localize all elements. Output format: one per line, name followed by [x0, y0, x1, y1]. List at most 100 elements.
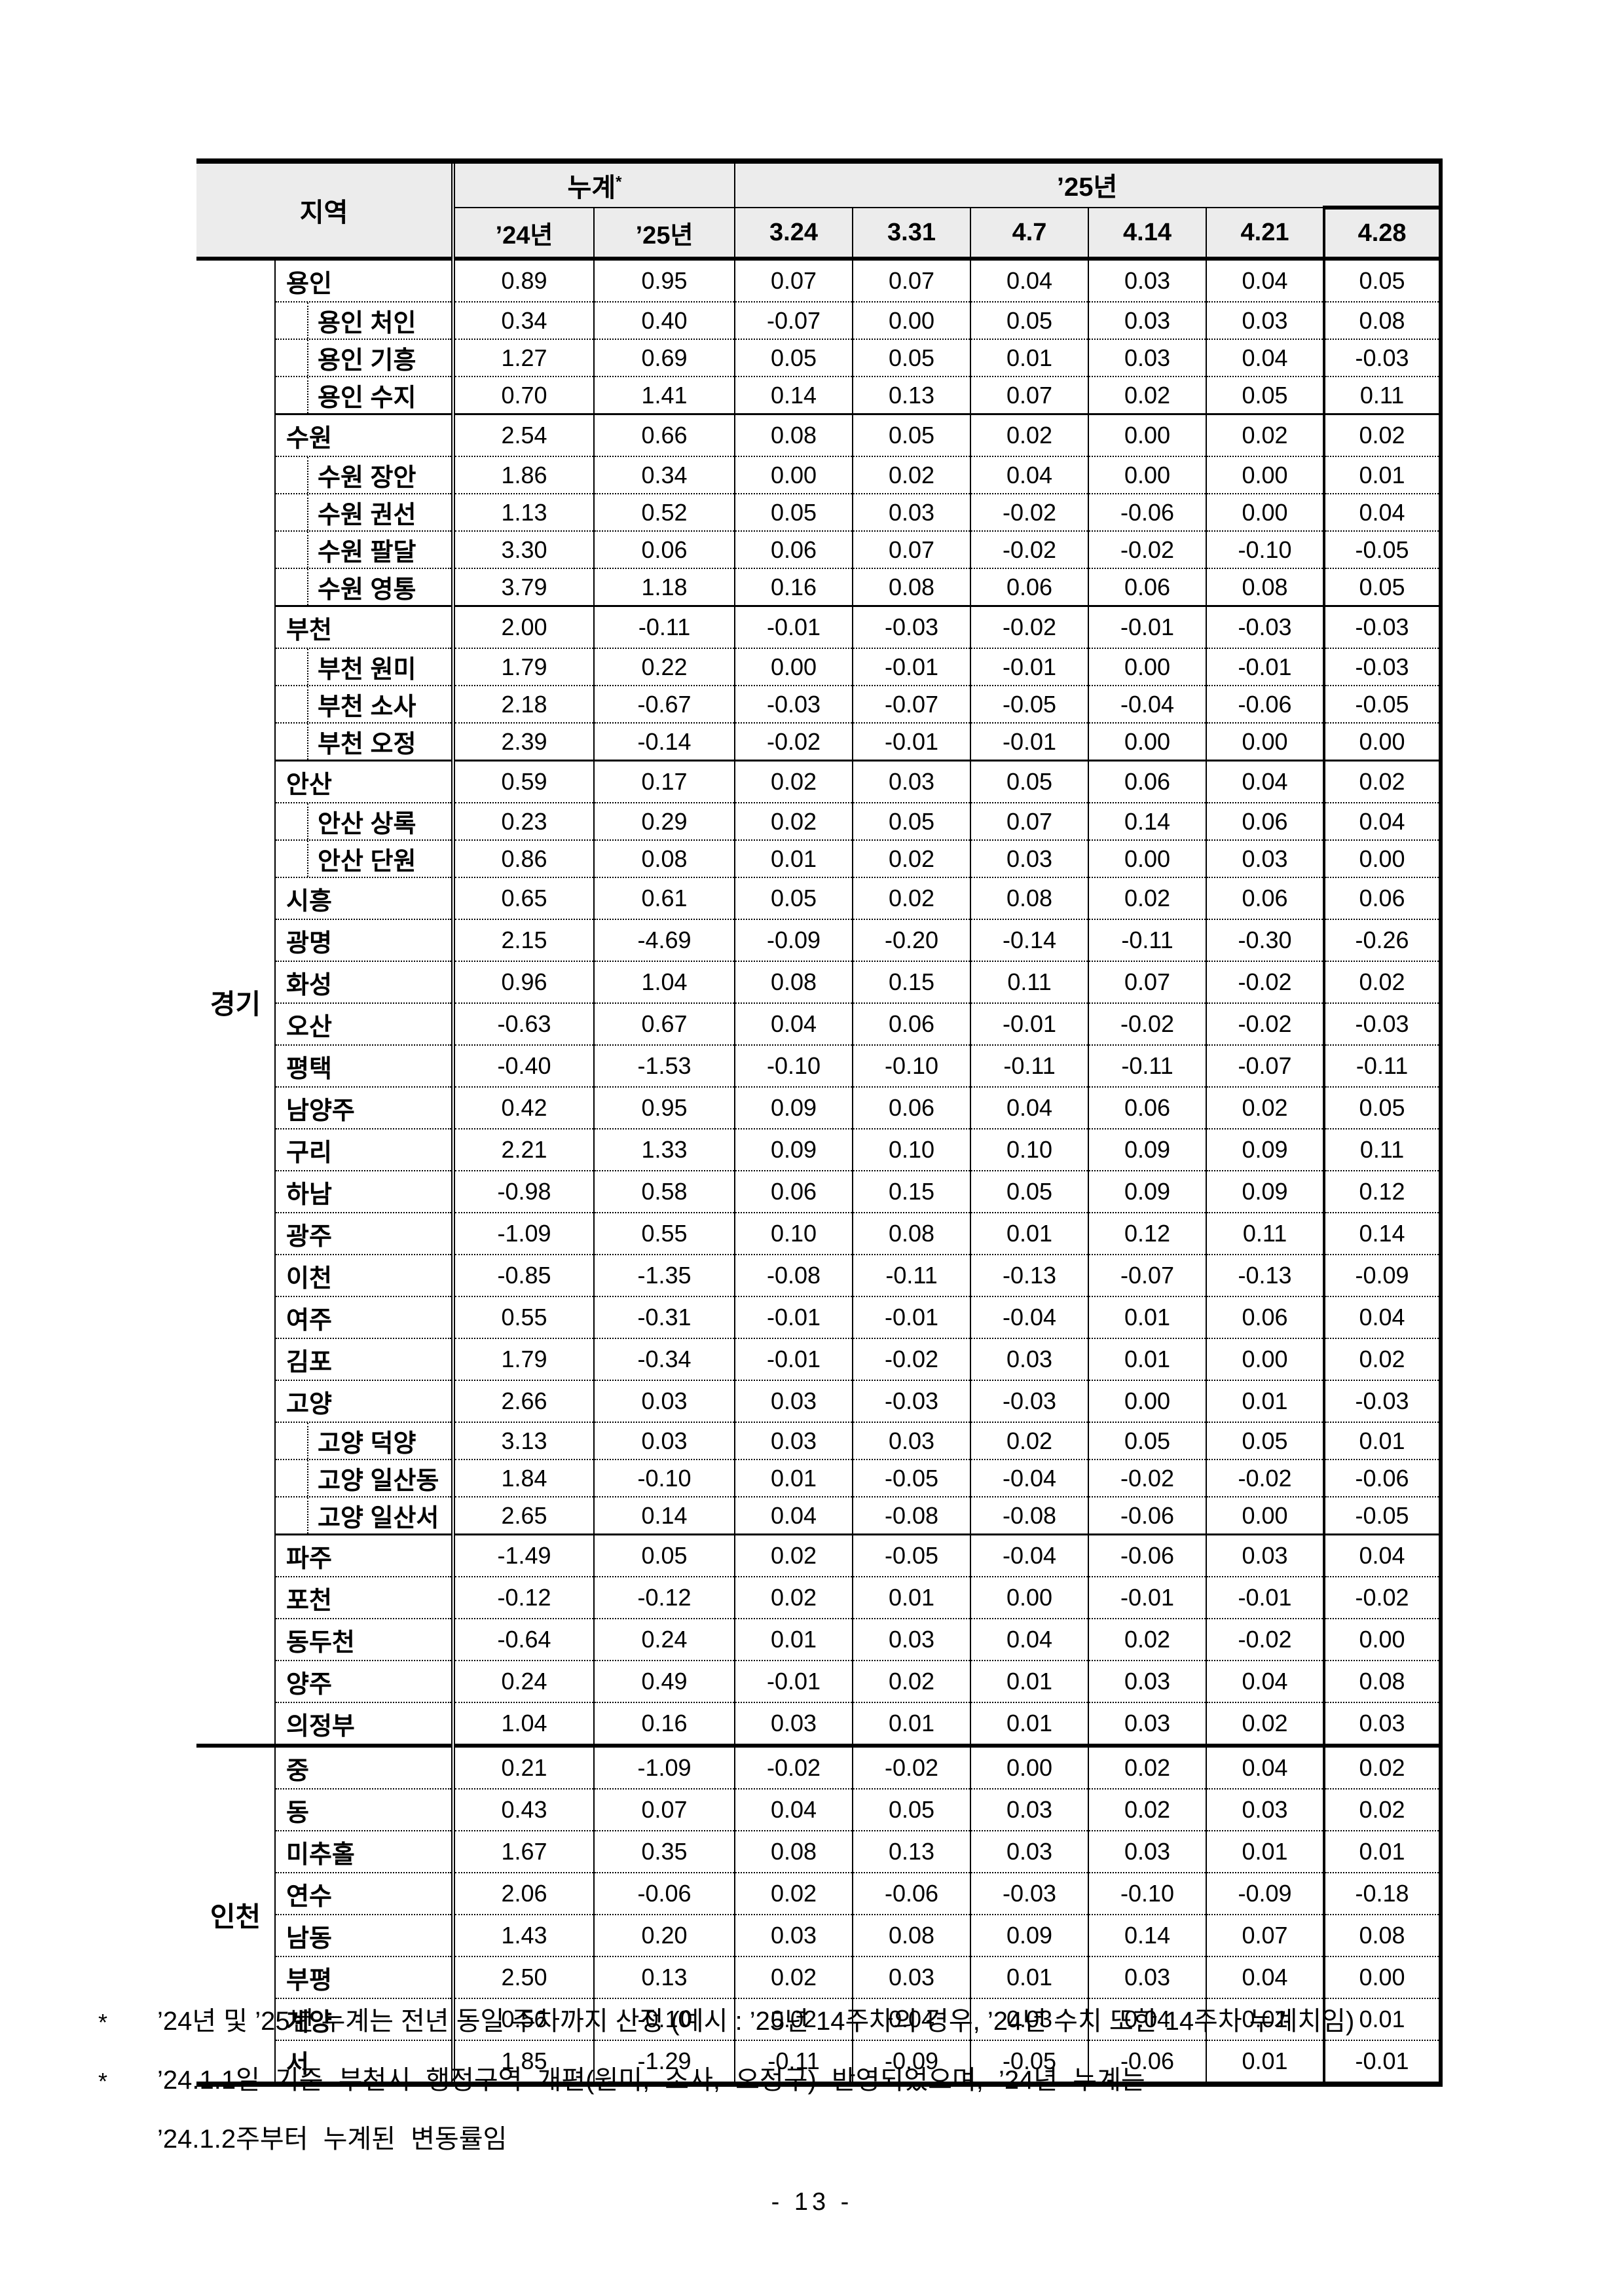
value-cell: 0.05: [1323, 1086, 1443, 1129]
footnote-2: * ’24.1.1일 기준 부천시 행정구역 개편(원미, 소사, 오정구) 반…: [98, 2064, 1545, 2097]
value-cell: 0.04: [1323, 1296, 1443, 1338]
region-name-label: 동두천: [286, 1628, 355, 1657]
value-cell: -1.09: [593, 1744, 736, 1789]
value-cell: -0.05: [970, 685, 1090, 723]
value-cell: 0.02: [852, 456, 972, 494]
value-cell: -0.01: [734, 1660, 854, 1702]
footnote-2-text: ’24.1.1일 기준 부천시 행정구역 개편(원미, 소사, 오정구) 반영되…: [157, 2066, 1145, 2095]
value-cell: 0.02: [734, 802, 854, 840]
value-cell: 0.02: [1088, 1744, 1208, 1789]
region-name-label: 미추홀: [286, 1841, 355, 1869]
header-col-0428: 4.28: [1323, 206, 1443, 261]
value-cell: 0.08: [1323, 1660, 1443, 1702]
table-row: 부천 원미 1.79 0.22 0.00 -0.01 -0.01 0.00 -0.01 -0.0…: [196, 648, 1443, 686]
value-cell: 0.02: [1088, 877, 1208, 919]
value-cell: 3.30: [452, 530, 595, 568]
region-name-cell: 수원: [274, 413, 456, 456]
value-cell: -0.12: [452, 1576, 595, 1619]
value-cell: 0.00: [1323, 839, 1443, 877]
region-name-label: 고양 일산동: [307, 1460, 451, 1496]
value-cell: 0.70: [452, 376, 595, 414]
value-cell: 0.01: [1323, 1830, 1443, 1873]
value-cell: -0.02: [970, 530, 1090, 568]
value-cell: 0.07: [1088, 961, 1208, 1003]
value-cell: 0.06: [734, 1170, 854, 1213]
table-row: 수원 2.54 0.66 0.08 0.05 0.02 0.00 0.02 0.02: [196, 413, 1443, 456]
value-cell: -0.11: [593, 605, 736, 648]
header-cumulative: 누계*: [452, 160, 736, 208]
value-cell: 0.58: [593, 1170, 736, 1213]
value-cell: 0.06: [734, 530, 854, 568]
value-cell: 0.00: [1088, 456, 1208, 494]
value-cell: 0.04: [1323, 1533, 1443, 1577]
value-cell: 0.06: [852, 1086, 972, 1129]
region-name-cell: 수원 장안: [274, 456, 456, 494]
value-cell: 0.08: [593, 839, 736, 877]
region-name-cell: 안산: [274, 760, 456, 803]
value-cell: 0.16: [593, 1702, 736, 1746]
region-name-cell: 평택: [274, 1044, 456, 1087]
value-cell: 0.02: [1323, 760, 1443, 803]
value-cell: -0.01: [852, 722, 972, 761]
value-cell: 0.01: [970, 1660, 1090, 1702]
region-name-label: 하남: [286, 1181, 332, 1209]
value-cell: 0.09: [1088, 1128, 1208, 1171]
value-cell: -0.11: [1088, 1044, 1208, 1087]
value-cell: -0.10: [852, 1044, 972, 1087]
table-row: 고양 2.66 0.03 0.03 -0.03 -0.03 0.00 0.01 -0.03: [196, 1380, 1443, 1422]
value-cell: 1.27: [452, 339, 595, 376]
header-col-0421: 4.21: [1206, 207, 1325, 261]
value-cell: -0.03: [1323, 605, 1443, 648]
value-cell: 0.04: [1206, 1660, 1325, 1702]
table-row: 고양 일산서 2.65 0.14 0.04 -0.08 -0.08 -0.06 0.00 -0.…: [196, 1496, 1443, 1535]
value-cell: -0.10: [593, 1459, 736, 1497]
region-name-cell: 남양주: [274, 1086, 456, 1129]
value-cell: 0.01: [852, 1576, 972, 1619]
table-row: 용인 기흥 1.27 0.69 0.05 0.05 0.01 0.03 0.04 -0.03: [196, 339, 1443, 376]
value-cell: 0.29: [593, 802, 736, 840]
value-cell: 0.00: [1323, 1956, 1443, 1998]
value-cell: -0.11: [734, 2040, 854, 2084]
footnote-2-continued-indent: [98, 2123, 157, 2156]
value-cell: 0.06: [852, 1002, 972, 1045]
region-name-label: 고양 덕양: [307, 1423, 451, 1459]
region-name-cell: 안산 단원: [274, 839, 456, 877]
value-cell: -0.09: [852, 2040, 972, 2084]
value-cell: -0.06: [1088, 493, 1208, 531]
value-cell: 0.03: [1088, 301, 1208, 339]
value-cell: 0.08: [970, 877, 1090, 919]
value-cell: 0.05: [852, 339, 972, 376]
value-cell: -0.05: [1323, 530, 1443, 568]
value-cell: -0.01: [852, 648, 972, 686]
region-name-cell: 부천 오정: [274, 722, 456, 761]
value-cell: -0.01: [734, 1338, 854, 1380]
table-row: 수원 권선 1.13 0.52 0.05 0.03 -0.02 -0.06 0.00 0.04: [196, 493, 1443, 531]
value-cell: 0.04: [734, 1002, 854, 1045]
value-cell: -0.07: [1088, 1254, 1208, 1296]
value-cell: 0.03: [970, 1998, 1090, 2040]
value-cell: 1.79: [452, 1338, 595, 1380]
value-cell: 2.00: [452, 605, 595, 648]
value-cell: 0.02: [1323, 1788, 1443, 1831]
value-cell: 0.01: [1206, 1830, 1325, 1873]
table-row: 서 1.85 -1.29 -0.11 -0.09 -0.05 -0.06 0.01 -0.01: [196, 2040, 1443, 2084]
value-cell: 0.13: [593, 1956, 736, 1998]
region-name-label: 중: [286, 1757, 309, 1785]
value-cell: 0.06: [593, 530, 736, 568]
value-cell: -4.69: [593, 919, 736, 961]
region-name-label: 화성: [286, 971, 332, 999]
region-name-cell: 포천: [274, 1576, 456, 1619]
value-cell: 0.05: [852, 802, 972, 840]
value-cell: 2.50: [452, 1956, 595, 1998]
value-cell: 0.06: [1206, 877, 1325, 919]
value-cell: -0.01: [1088, 1576, 1208, 1619]
region-name-label: 안산 단원: [307, 841, 451, 877]
value-cell: 0.14: [734, 376, 854, 414]
value-cell: 0.03: [1206, 301, 1325, 339]
value-cell: 0.04: [970, 1086, 1090, 1129]
value-cell: 0.02: [852, 1660, 972, 1702]
value-cell: 0.08: [734, 961, 854, 1003]
value-cell: 0.04: [852, 1998, 972, 2040]
value-cell: 0.06: [1088, 1086, 1208, 1129]
value-cell: 0.03: [734, 1914, 854, 1956]
